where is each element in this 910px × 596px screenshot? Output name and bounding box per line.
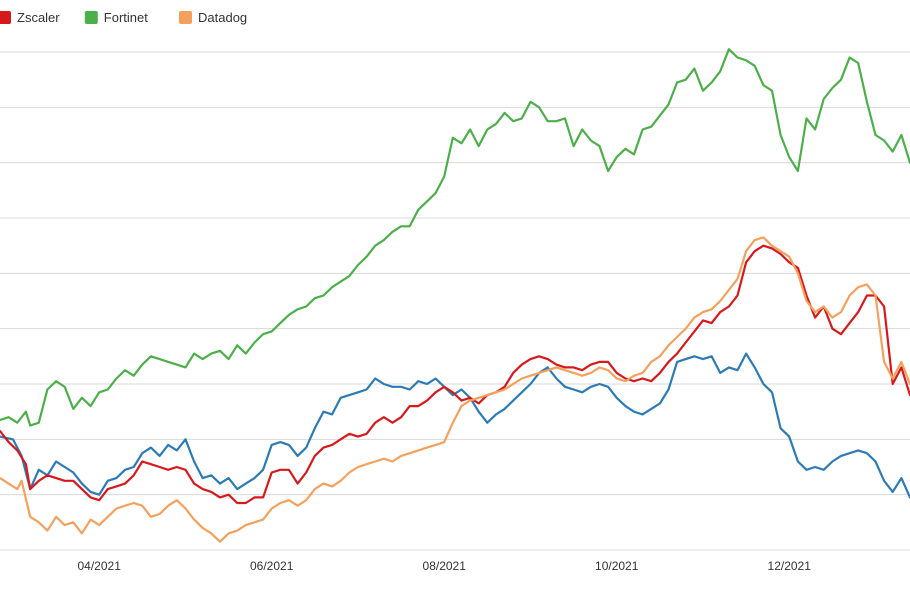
x-axis-ticks: 04/2021 06/2021 08/2021 10/2021 12/2021 [77,559,811,573]
series-lines [0,48,910,543]
legend-label: Datadog [198,10,247,25]
legend-label: Zscaler [17,10,60,25]
legend-item-fortinet[interactable]: Fortinet [84,10,148,25]
x-tick-label: 06/2021 [250,559,294,573]
grid-lines [0,51,910,551]
legend-item-zscaler[interactable]: Zscaler [0,10,60,25]
legend-item-datadog[interactable]: Datadog [179,10,247,25]
legend-label: Fortinet [104,10,148,25]
legend-swatch [179,11,192,24]
series-line-fortinet [0,48,910,427]
x-tick-label: 10/2021 [595,559,639,573]
x-tick-label: 12/2021 [768,559,812,573]
legend: Zscaler Fortinet Datadog [0,10,247,25]
series-line-zscaler [0,244,910,505]
legend-swatch [0,11,11,24]
x-tick-label: 04/2021 [77,559,121,573]
legend-swatch [84,11,98,24]
series-line-datadog [0,236,910,543]
x-tick-label: 08/2021 [423,559,467,573]
series-line-unlabeled-0 [0,352,910,499]
